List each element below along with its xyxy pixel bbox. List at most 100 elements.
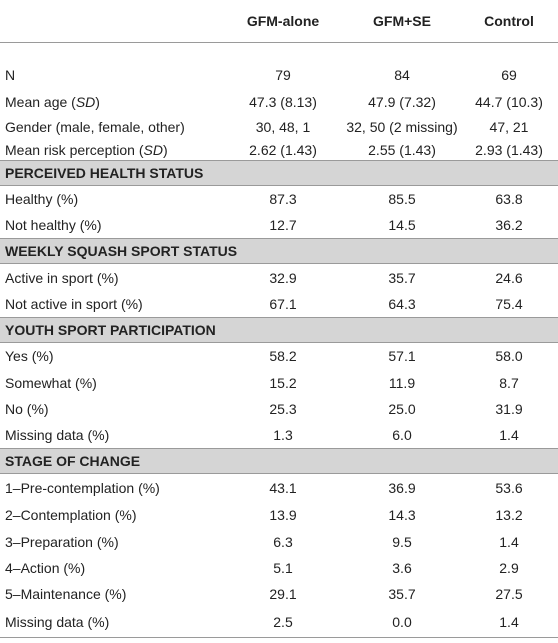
cell-value: 35.7 xyxy=(388,586,416,602)
cell-value: 6.0 xyxy=(392,427,412,443)
section-row: WEEKLY SQUASH SPORT STATUS xyxy=(0,238,558,264)
data-row: 5–Maintenance (%) 29.1 35.7 27.5 xyxy=(0,581,558,607)
label-part: 4–Action (%) xyxy=(5,560,86,576)
row-label: No (%) xyxy=(0,396,222,422)
cell-value: 43.1 xyxy=(269,480,297,496)
cell-value: 5.1 xyxy=(273,560,293,576)
label-part: Not active in sport (%) xyxy=(5,296,143,312)
cell-value: 1.4 xyxy=(499,533,519,550)
header-row: GFM-alone GFM+SE Control xyxy=(0,0,558,43)
row-label: 3–Preparation (%) xyxy=(0,528,222,555)
row-label: 1–Pre-contemplation (%) xyxy=(0,474,222,503)
cell-value: 36.9 xyxy=(388,480,416,496)
cell-value: 1.3 xyxy=(273,427,293,443)
label-part: 1–Pre-contemplation (%) xyxy=(5,480,160,496)
data-row: Gender (male, female, other) 30, 48, 1 32,… xyxy=(0,115,558,139)
cell-value: 25.0 xyxy=(388,401,416,417)
cell-value: 2.5 xyxy=(222,607,344,638)
cell-value: 13.2 xyxy=(495,507,523,523)
label-part: No (%) xyxy=(5,401,49,417)
cell-value: 8.7 xyxy=(499,374,519,391)
row-label: Mean age (SD) xyxy=(0,89,222,115)
row-label: 4–Action (%) xyxy=(0,555,222,581)
cell-value: 14.3 xyxy=(388,507,416,523)
cell-value: 2.9 xyxy=(499,560,519,576)
cell-value: 32, 50 (2 missing) xyxy=(346,119,458,135)
row-label: Missing data (%) xyxy=(0,422,222,449)
cell-value: 85.5 xyxy=(388,191,416,207)
cell-value: 29.1 xyxy=(269,586,297,602)
cell-value: 69 xyxy=(501,67,517,83)
cell-value: 14.5 xyxy=(388,217,416,233)
cell-value: 84 xyxy=(394,67,410,83)
cell-value: 1.4 xyxy=(499,427,519,443)
cell-value: 79 xyxy=(275,67,291,83)
row-label: Active in sport (%) xyxy=(0,264,222,292)
cell-value: 6.3 xyxy=(273,533,293,550)
data-row: Yes (%) 58.2 57.1 58.0 xyxy=(0,343,558,370)
label-part: Yes (%) xyxy=(5,348,54,364)
cell-value: 2.55 (1.43) xyxy=(368,141,436,158)
data-row: 3–Preparation (%) 6.3 9.5 1.4 xyxy=(0,528,558,555)
data-row: 4–Action (%) 5.1 3.6 2.9 xyxy=(0,555,558,581)
column-header: Control xyxy=(460,0,558,43)
cell-value: 47, 21 xyxy=(489,119,529,135)
column-header: GFM+SE xyxy=(344,0,460,43)
label-part: N xyxy=(5,67,16,83)
column-header: GFM-alone xyxy=(222,0,344,43)
cell-value: 9.5 xyxy=(392,533,412,550)
cell-value: 3.6 xyxy=(392,560,412,576)
label-part: ) xyxy=(162,141,168,158)
cell-value: 25.3 xyxy=(269,401,297,417)
row-label: Not healthy (%) xyxy=(0,212,222,239)
row-label: Not active in sport (%) xyxy=(0,291,222,318)
cell-value: 32.9 xyxy=(269,269,297,286)
data-row: Not healthy (%) 12.7 14.5 36.2 xyxy=(0,212,558,239)
cell-value: 35.7 xyxy=(388,269,416,286)
section-row: STAGE OF CHANGE xyxy=(0,448,558,474)
data-row: Not active in sport (%) 67.1 64.3 75.4 xyxy=(0,291,558,318)
label-part: SD xyxy=(75,94,96,110)
row-label: N xyxy=(0,43,222,90)
cell-value: 57.1 xyxy=(388,348,416,364)
label-part: 5–Maintenance (%) xyxy=(5,586,127,602)
cell-value: 12.7 xyxy=(269,217,297,233)
cell-value: 58.2 xyxy=(269,348,297,364)
cell-value: 1.4 xyxy=(460,607,558,638)
row-label: Mean risk perception (SD) xyxy=(0,139,222,161)
cell-value: 58.0 xyxy=(495,348,523,364)
cell-value: 47.9 (7.32) xyxy=(368,94,436,110)
section-title: STAGE OF CHANGE xyxy=(0,448,558,474)
section-row: YOUTH SPORT PARTICIPATION xyxy=(0,317,558,343)
data-row: Mean age (SD) 47.3 (8.13) 47.9 (7.32) 44.7 … xyxy=(0,89,558,115)
data-row: No (%) 25.3 25.0 31.9 xyxy=(0,396,558,422)
data-row: Mean risk perception (SD) 2.62 (1.43) 2.55… xyxy=(0,139,558,161)
label-part: Mean age ( xyxy=(5,94,76,110)
cell-value: 13.9 xyxy=(269,507,297,523)
cell-value: 2.62 (1.43) xyxy=(249,141,317,158)
section-title: YOUTH SPORT PARTICIPATION xyxy=(0,317,558,343)
data-row: 2–Contemplation (%) 13.9 14.3 13.2 xyxy=(0,502,558,528)
cell-value: 31.9 xyxy=(495,401,523,417)
label-part: SD xyxy=(143,141,163,158)
row-label: Yes (%) xyxy=(0,343,222,370)
section-row: PERCEIVED HEALTH STATUS xyxy=(0,160,558,186)
label-part: Somewhat (%) xyxy=(5,374,97,391)
label-part: ) xyxy=(95,94,100,110)
row-label: 5–Maintenance (%) xyxy=(0,581,222,607)
row-label: Healthy (%) xyxy=(0,186,222,213)
label-part: Mean risk perception ( xyxy=(5,141,144,158)
row-label: Gender (male, female, other) xyxy=(0,115,222,139)
data-row: Missing data (%) 1.3 6.0 1.4 xyxy=(0,422,558,449)
cell-value: 53.6 xyxy=(495,480,523,496)
label-part: 2–Contemplation (%) xyxy=(5,507,137,523)
cell-value: 11.9 xyxy=(388,374,416,391)
label-part: Missing data (%) xyxy=(5,614,110,630)
label-part: Not healthy (%) xyxy=(5,217,102,233)
label-part: Missing data (%) xyxy=(5,427,110,443)
cell-value: 75.4 xyxy=(495,296,523,312)
cell-value: 0.0 xyxy=(344,607,460,638)
corner-cell xyxy=(0,0,222,43)
